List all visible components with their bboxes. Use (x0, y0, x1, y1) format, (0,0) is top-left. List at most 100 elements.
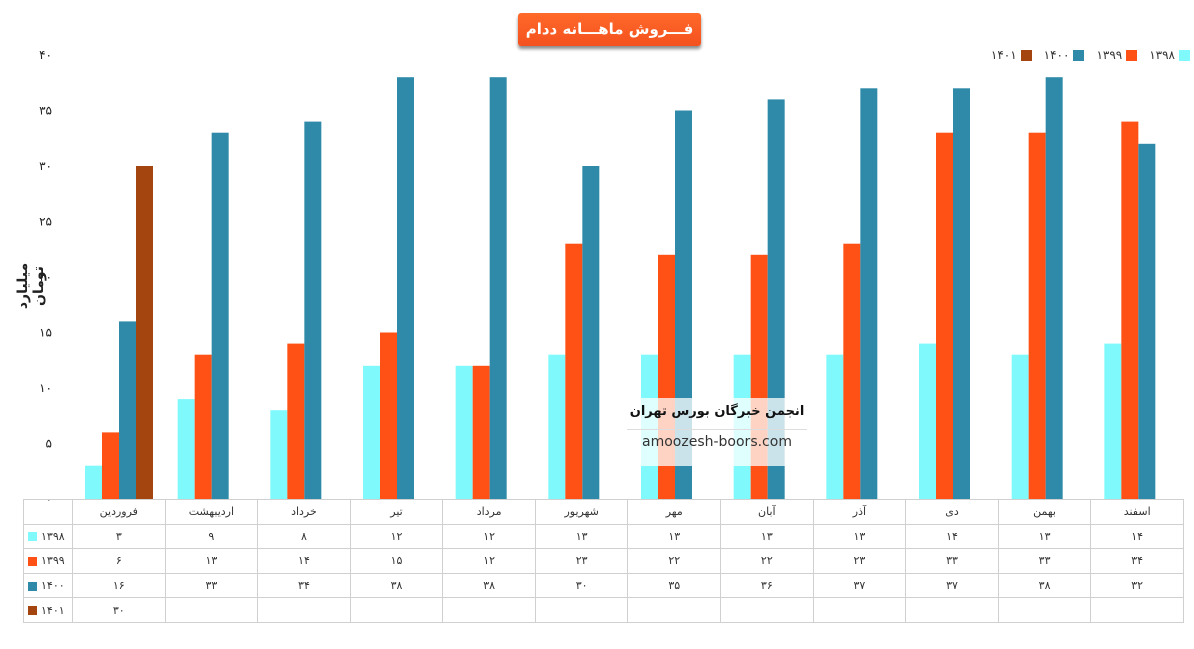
legend-item: ۱۴۰۱ (991, 48, 1032, 62)
table-cell: ۱۲ (442, 548, 536, 574)
table-cell: ۳ (72, 523, 166, 550)
legend-label: ۱۴۰۰ (1043, 48, 1070, 62)
bar-3-1 (119, 321, 136, 499)
legend-label: ۱۳۹۹ (1096, 48, 1123, 62)
table-cell: ۱۳ (720, 523, 814, 550)
legend-swatch (1126, 50, 1138, 61)
bar-1-3 (270, 410, 288, 499)
series-swatch (28, 606, 37, 616)
table-cell: ۳۴ (257, 572, 351, 599)
table-cell: ۱۳ (164, 548, 259, 574)
table-cell: ۶ (72, 548, 166, 574)
series-row-label: ۱۴۰۰ (23, 572, 73, 599)
table-cell (627, 597, 722, 623)
category-label: اسفند (1090, 499, 1184, 525)
table-cell: ۱۳ (627, 523, 722, 550)
table-row: ۱۳۹۸ ۳ ۹ ۸ ۱۲ ۱۲ ۱۳ ۱۳ ۱۳ ۱۳ ۱۴ ۱۳ ۱۴ (23, 523, 1184, 550)
table-cell: ۳۲ (1090, 572, 1184, 599)
series-row-label: ۱۳۹۹ (23, 548, 73, 574)
category-label: تیر (349, 499, 444, 525)
bar-1-2 (177, 399, 195, 499)
table-cell (442, 597, 536, 623)
category-label: فروردین (72, 499, 166, 525)
category-label: آذر (812, 499, 907, 525)
table-cell: ۳۰ (72, 597, 166, 623)
bar-3-10 (953, 88, 970, 500)
table-cell (164, 597, 259, 623)
table-cell: ۳۶ (720, 572, 814, 599)
chart-title: فـــروش ماهـــانه ددام (518, 13, 701, 46)
table-row: ۱۴۰۱ ۳۰ (23, 597, 1184, 623)
bar-1-4 (363, 365, 380, 499)
bar-1-9 (826, 354, 844, 499)
y-tick-label: ۲۰ (39, 270, 52, 284)
bar-2-11 (1028, 132, 1046, 499)
watermark: انجمن خبرگان بورس تهران amoozesh-boors.c… (627, 398, 807, 466)
legend-swatch (1073, 50, 1085, 61)
bar-4-1 (136, 166, 153, 499)
bar-1-5 (455, 365, 473, 499)
table-cell: ۱۶ (72, 572, 166, 599)
y-tick-label: ۰ (46, 492, 52, 506)
table-cell: ۱۴ (1090, 523, 1184, 550)
table-cell: ۳۰ (534, 572, 629, 599)
table-cell: ۱۲ (349, 523, 444, 550)
category-label: اردیبهشت (164, 499, 259, 525)
category-label: بهمن (997, 499, 1092, 525)
category-label: مرداد (442, 499, 536, 525)
legend-item: ۱۳۹۹ (1096, 48, 1138, 62)
y-tick-label: ۲۵ (39, 215, 52, 229)
bar-3-5 (489, 77, 507, 499)
bar-3-2 (211, 132, 229, 499)
table-cell: ۱۵ (349, 548, 444, 574)
bar-1-11 (1011, 354, 1029, 499)
y-tick-label: ۵ (46, 437, 52, 451)
legend-item: ۱۳۹۸ (1149, 48, 1190, 62)
table-cell (997, 597, 1092, 623)
table-corner (23, 499, 73, 525)
table-cell (1090, 597, 1184, 623)
bar-1-1 (85, 465, 102, 499)
series-row-label: ۱۴۰۱ (23, 597, 73, 623)
bar-2-3 (287, 343, 305, 499)
y-tick-label: ۱۵ (39, 326, 52, 340)
series-swatch (28, 581, 37, 591)
bar-1-6 (548, 354, 566, 499)
table-cell (534, 597, 629, 623)
bar-2-12 (1121, 121, 1139, 499)
table-cell: ۱۳ (534, 523, 629, 550)
bar-3-3 (304, 121, 322, 499)
table-cell (257, 597, 351, 623)
table-cell: ۱۳ (812, 523, 907, 550)
category-label: شهریور (534, 499, 629, 525)
table-cell (812, 597, 907, 623)
bar-2-2 (194, 354, 212, 499)
table-cell: ۳۷ (905, 572, 999, 599)
table-cell: ۳۷ (812, 572, 907, 599)
table-row: ۱۴۰۰ ۱۶ ۳۳ ۳۴ ۳۸ ۳۸ ۳۰ ۳۵ ۳۶ ۳۷ ۳۷ ۳۸ ۳۲ (23, 572, 1184, 599)
legend-swatch (1179, 50, 1190, 61)
table-cell: ۸ (257, 523, 351, 550)
y-tick-label: ۴۰ (39, 48, 52, 62)
bar-3-4 (397, 77, 414, 499)
legend-item: ۱۴۰۰ (1044, 48, 1085, 62)
series-row-label: ۱۳۹۸ (23, 523, 73, 550)
watermark-url: amoozesh-boors.com (627, 429, 807, 450)
bar-1-12 (1104, 343, 1122, 499)
legend-label: ۱۴۰۱ (990, 48, 1017, 62)
bar-2-6 (565, 243, 583, 499)
table-row: ۱۳۹۹ ۶ ۱۳ ۱۴ ۱۵ ۱۲ ۲۳ ۲۲ ۲۲ ۲۳ ۳۳ ۳۳ ۳۴ (23, 548, 1184, 574)
legend-swatch (1020, 50, 1032, 61)
bar-3-6 (582, 166, 600, 499)
bar-1-10 (919, 343, 936, 499)
table-cell: ۲۲ (627, 548, 722, 574)
table-header-row: فروردین اردیبهشت خرداد تیر مرداد شهریور مهر آبا… (23, 499, 1184, 525)
table-cell: ۱۲ (442, 523, 536, 550)
data-table: فروردین اردیبهشت خرداد تیر مرداد شهریور مهر آبا… (23, 499, 1184, 623)
y-tick-label: ۳۰ (39, 159, 52, 173)
category-label: دی (905, 499, 999, 525)
series-swatch (28, 556, 37, 566)
bar-2-4 (380, 332, 397, 499)
y-tick-label: ۱۰ (39, 381, 52, 395)
